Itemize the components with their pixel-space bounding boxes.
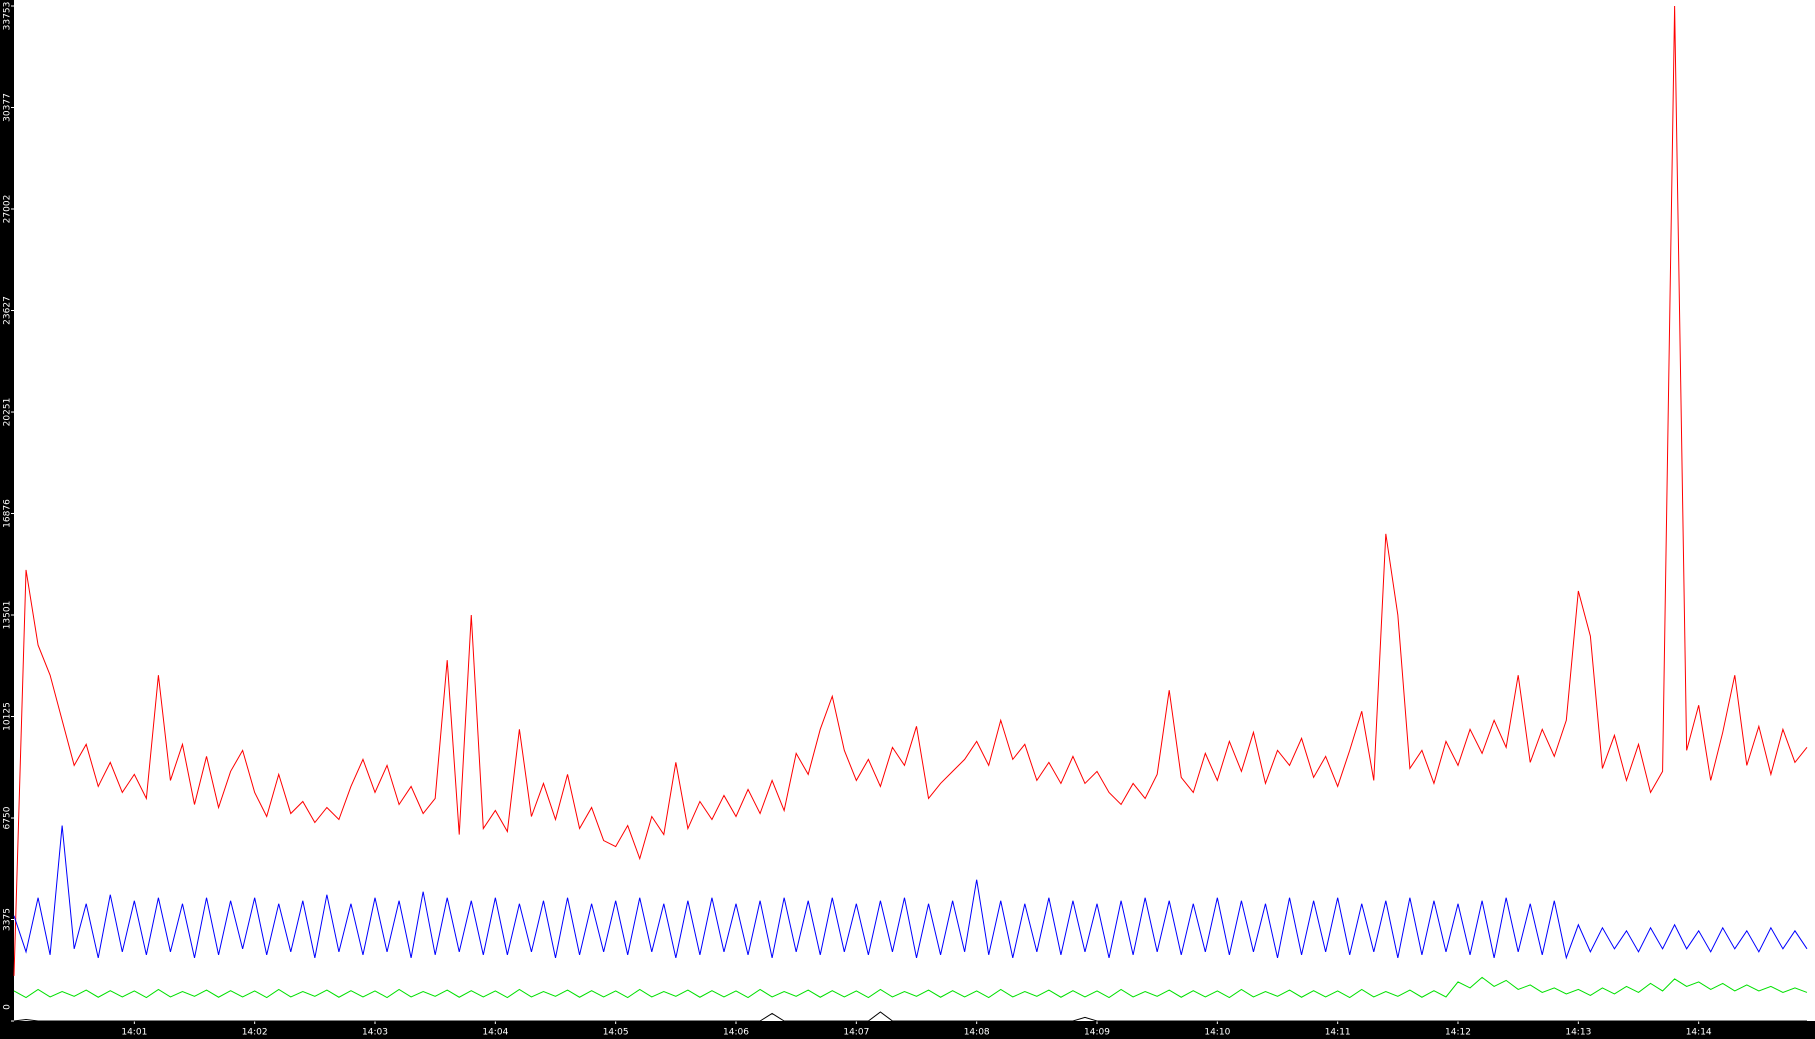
y-tick-label: 6750 <box>3 806 13 829</box>
x-tick-label: 14:07 <box>843 1028 869 1038</box>
y-tick-label: 30377 <box>3 93 13 122</box>
x-tick-label: 14:11 <box>1325 1028 1351 1038</box>
y-tick-label: 20251 <box>3 398 13 427</box>
x-tick-label: 14:05 <box>603 1028 629 1038</box>
x-axis-strip <box>0 1021 1815 1039</box>
series-line <box>13 976 1808 999</box>
x-tick-label: 14:13 <box>1565 1028 1591 1038</box>
series-line <box>13 5 1808 976</box>
x-tick-label: 14:02 <box>242 1028 268 1038</box>
x-tick-label: 14:14 <box>1686 1028 1712 1038</box>
x-tick-label: 14:10 <box>1204 1028 1230 1038</box>
y-tick-label: 0 <box>3 1004 13 1010</box>
y-tick-label: 3375 <box>3 908 13 931</box>
x-tick-label: 14:08 <box>964 1028 990 1038</box>
x-tick-label: 14:04 <box>482 1028 508 1038</box>
y-tick-label: 23627 <box>3 296 13 325</box>
x-tick-label: 14:06 <box>723 1028 749 1038</box>
x-tick-label: 14:03 <box>362 1028 388 1038</box>
series-line <box>13 1011 1807 1022</box>
y-tick-label: 27002 <box>3 195 13 224</box>
series-line <box>13 825 1808 960</box>
x-tick-label: 14:01 <box>121 1028 147 1038</box>
y-axis-strip <box>0 0 14 1039</box>
y-tick-label: 13501 <box>3 601 13 630</box>
x-tick-label: 14:09 <box>1084 1028 1110 1038</box>
y-tick-label: 16876 <box>3 499 13 528</box>
y-tick-label: 10125 <box>3 702 13 731</box>
y-tick-label: 33753 <box>3 2 13 31</box>
x-tick-label: 14:12 <box>1445 1028 1471 1038</box>
